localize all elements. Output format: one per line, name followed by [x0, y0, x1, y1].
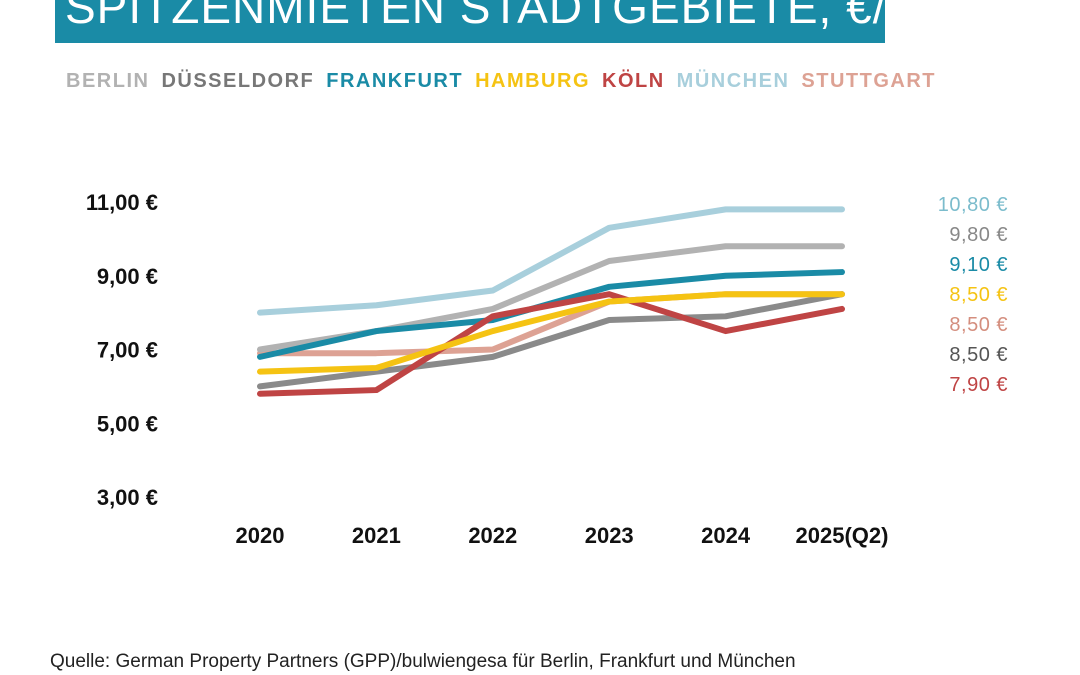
series-line-düsseldorf — [257, 291, 845, 390]
x-tick-label: 2020 — [236, 523, 285, 548]
chart-title: SPITZENMIETEN STADTGEBIETE, €/m2 — [65, 0, 885, 33]
end-value-label: 8,50 € — [949, 314, 1008, 336]
y-tick-label: 3,00 € — [97, 485, 158, 510]
source-note: Quelle: German Property Partners (GPP)/b… — [50, 651, 796, 672]
legend: BERLIN DÜSSELDORF FRANKFURT HAMBURG KÖLN MÜNC… — [66, 70, 948, 93]
legend-item-düsseldorf: DÜSSELDORF — [161, 70, 315, 92]
y-tick-label: 7,00 € — [97, 338, 158, 363]
legend-item-stuttgart: STUTTGART — [801, 70, 936, 92]
title-bar: SPITZENMIETEN STADTGEBIETE, €/m2 — [55, 0, 885, 43]
legend-item-köln: KÖLN — [602, 70, 665, 92]
y-tick-label: 5,00 € — [97, 411, 158, 436]
end-value-label: 8,50 € — [949, 284, 1008, 306]
end-value-label: 8,50 € — [949, 344, 1008, 366]
x-tick-label: 2021 — [352, 523, 401, 548]
legend-item-frankfurt: FRANKFURT — [326, 70, 464, 92]
series-line-hamburg — [257, 291, 845, 375]
x-tick-label: 2025(Q2) — [796, 523, 889, 548]
y-tick-label: 11,00 € — [86, 190, 158, 215]
end-value-label: 7,90 € — [949, 374, 1008, 396]
legend-item-berlin: BERLIN — [66, 70, 150, 92]
series-line-münchen — [257, 206, 845, 316]
end-value-label: 9,10 € — [949, 254, 1008, 276]
end-value-label: 10,80 € — [938, 194, 1008, 216]
legend-item-münchen: MÜNCHEN — [676, 70, 790, 92]
legend-item-hamburg: HAMBURG — [475, 70, 590, 92]
y-tick-label: 9,00 € — [97, 264, 158, 289]
x-tick-label: 2022 — [468, 523, 517, 548]
x-tick-label: 2024 — [701, 523, 751, 548]
end-value-label: 9,80 € — [949, 224, 1008, 246]
x-tick-label: 2023 — [585, 523, 634, 548]
series-line-köln — [257, 291, 845, 397]
